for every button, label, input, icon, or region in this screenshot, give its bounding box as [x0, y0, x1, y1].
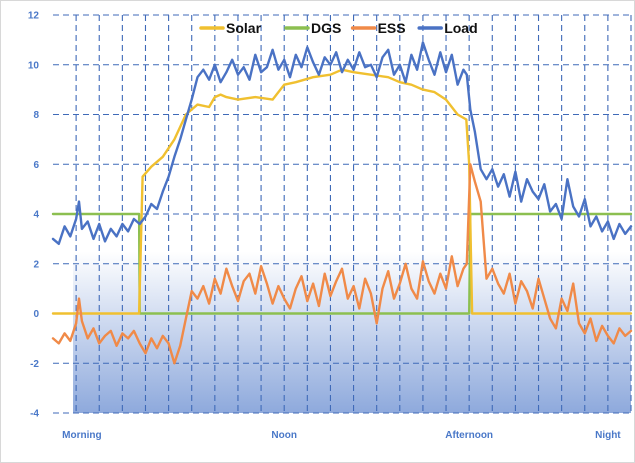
series-lines — [51, 41, 633, 365]
series-line-dgs — [51, 212, 633, 315]
legend: Solar DGS ESS Load — [199, 20, 478, 36]
y-tick-label: 2 — [33, 259, 39, 270]
y-tick-label: 4 — [33, 210, 39, 221]
series-line-load — [51, 41, 633, 246]
legend-item-load: Load — [417, 20, 478, 36]
y-tick-label: -2 — [30, 359, 39, 370]
plot-background — [73, 251, 631, 413]
y-tick-label: 8 — [33, 110, 39, 121]
legend-label: Solar — [226, 20, 262, 36]
x-tick-label: Morning — [62, 430, 101, 441]
legend-item-dgs: DGS — [284, 20, 341, 36]
x-axis-ticks: Morning Noon Afternoon Night — [62, 430, 621, 441]
legend-label: DGS — [311, 20, 341, 36]
y-tick-label: 10 — [28, 60, 40, 71]
legend-label: ESS — [378, 20, 406, 36]
x-tick-label: Night — [595, 430, 621, 441]
plot-gradient-fill — [73, 251, 631, 413]
legend-item-ess: ESS — [350, 20, 406, 36]
legend-item-solar: Solar — [199, 20, 262, 36]
x-tick-label: Noon — [271, 430, 297, 441]
legend-label: Load — [444, 20, 477, 36]
series-line-ess — [51, 163, 633, 365]
y-tick-label: 12 — [28, 11, 40, 22]
y-axis-ticks: -4 -2 0 2 4 6 8 10 12 — [28, 11, 40, 420]
y-tick-label: 6 — [33, 160, 39, 171]
y-tick-label: -4 — [30, 409, 39, 420]
x-tick-label: Afternoon — [445, 430, 493, 441]
y-tick-label: 0 — [33, 309, 39, 320]
